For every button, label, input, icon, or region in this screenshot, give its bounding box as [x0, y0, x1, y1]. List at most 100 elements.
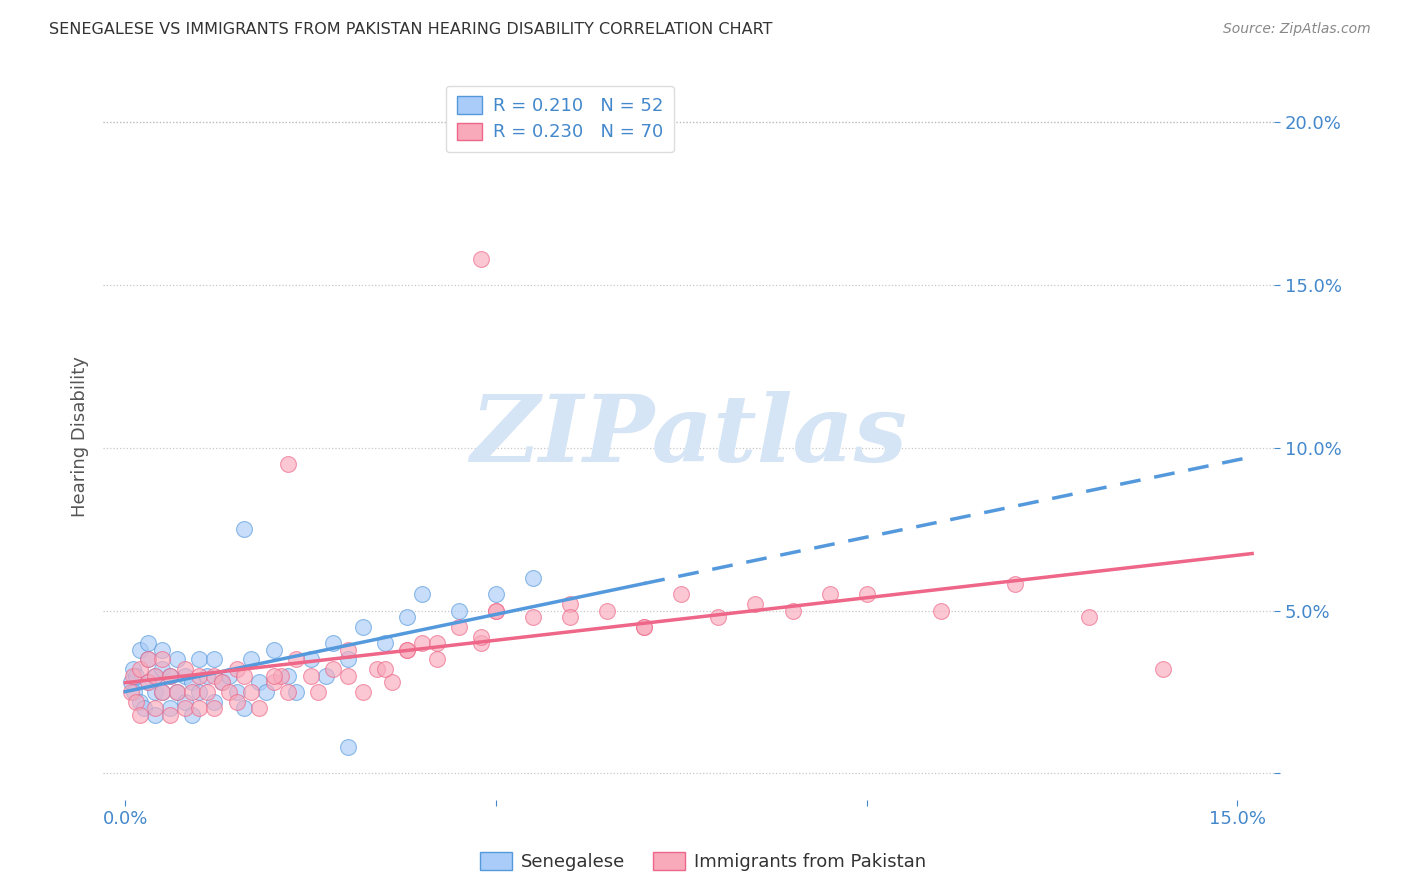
Point: [152, 685, 174, 699]
Point: [299, 669, 322, 683]
Point: [470, 252, 492, 266]
Point: [218, 685, 240, 699]
Point: [1152, 662, 1174, 676]
Point: [121, 669, 143, 683]
Point: [374, 662, 396, 676]
Point: [381, 675, 404, 690]
Point: [143, 669, 166, 683]
Point: [159, 669, 181, 683]
Point: [336, 669, 359, 683]
Point: [136, 652, 159, 666]
Legend: R = 0.210   N = 52, R = 0.230   N = 70: R = 0.210 N = 52, R = 0.230 N = 70: [446, 86, 673, 153]
Point: [152, 685, 174, 699]
Point: [159, 701, 181, 715]
Point: [173, 662, 195, 676]
Point: [277, 685, 299, 699]
Point: [447, 603, 470, 617]
Point: [152, 652, 174, 666]
Point: [218, 669, 240, 683]
Point: [411, 587, 433, 601]
Point: [366, 662, 388, 676]
Point: [374, 636, 396, 650]
Point: [855, 587, 877, 601]
Point: [263, 675, 285, 690]
Point: [1004, 577, 1026, 591]
Point: [522, 610, 544, 624]
Point: [322, 662, 344, 676]
Point: [129, 662, 152, 676]
Point: [143, 701, 166, 715]
Point: [195, 669, 218, 683]
Point: [470, 636, 492, 650]
Point: [143, 685, 166, 699]
Text: ZIPatlas: ZIPatlas: [470, 392, 907, 482]
Point: [188, 685, 211, 699]
Point: [336, 642, 359, 657]
Text: SENEGALESE VS IMMIGRANTS FROM PAKISTAN HEARING DISABILITY CORRELATION CHART: SENEGALESE VS IMMIGRANTS FROM PAKISTAN H…: [49, 22, 773, 37]
Point: [132, 701, 155, 715]
Y-axis label: Hearing Disability: Hearing Disability: [72, 356, 89, 516]
Point: [426, 636, 449, 650]
Point: [125, 695, 148, 709]
Point: [136, 652, 159, 666]
Point: [744, 597, 766, 611]
Point: [173, 701, 195, 715]
Point: [254, 685, 277, 699]
Point: [136, 675, 159, 690]
Point: [202, 695, 225, 709]
Point: [129, 707, 152, 722]
Point: [322, 636, 344, 650]
Point: [202, 652, 225, 666]
Point: [136, 675, 159, 690]
Point: [181, 675, 204, 690]
Point: [560, 597, 582, 611]
Point: [336, 652, 359, 666]
Point: [485, 603, 508, 617]
Point: [136, 636, 159, 650]
Point: [263, 669, 285, 683]
Point: [159, 707, 181, 722]
Point: [929, 603, 952, 617]
Point: [152, 642, 174, 657]
Point: [211, 675, 233, 690]
Point: [277, 457, 299, 471]
Point: [485, 603, 508, 617]
Point: [152, 662, 174, 676]
Point: [299, 652, 322, 666]
Point: [173, 695, 195, 709]
Point: [173, 669, 195, 683]
Point: [166, 685, 188, 699]
Point: [159, 669, 181, 683]
Point: [633, 620, 655, 634]
Point: [396, 642, 419, 657]
Point: [125, 669, 148, 683]
Point: [426, 652, 449, 666]
Point: [188, 669, 211, 683]
Point: [143, 669, 166, 683]
Point: [818, 587, 841, 601]
Point: [470, 630, 492, 644]
Point: [233, 522, 256, 536]
Point: [396, 642, 419, 657]
Point: [240, 652, 263, 666]
Point: [336, 740, 359, 755]
Legend: Senegalese, Immigrants from Pakistan: Senegalese, Immigrants from Pakistan: [472, 846, 934, 879]
Point: [129, 695, 152, 709]
Point: [240, 685, 263, 699]
Point: [352, 685, 374, 699]
Point: [202, 669, 225, 683]
Point: [166, 652, 188, 666]
Point: [225, 685, 247, 699]
Point: [211, 675, 233, 690]
Point: [707, 610, 730, 624]
Point: [352, 620, 374, 634]
Point: [120, 685, 142, 699]
Point: [181, 707, 204, 722]
Point: [247, 675, 270, 690]
Point: [560, 610, 582, 624]
Point: [447, 620, 470, 634]
Point: [188, 652, 211, 666]
Point: [284, 652, 307, 666]
Point: [247, 701, 270, 715]
Point: [129, 642, 152, 657]
